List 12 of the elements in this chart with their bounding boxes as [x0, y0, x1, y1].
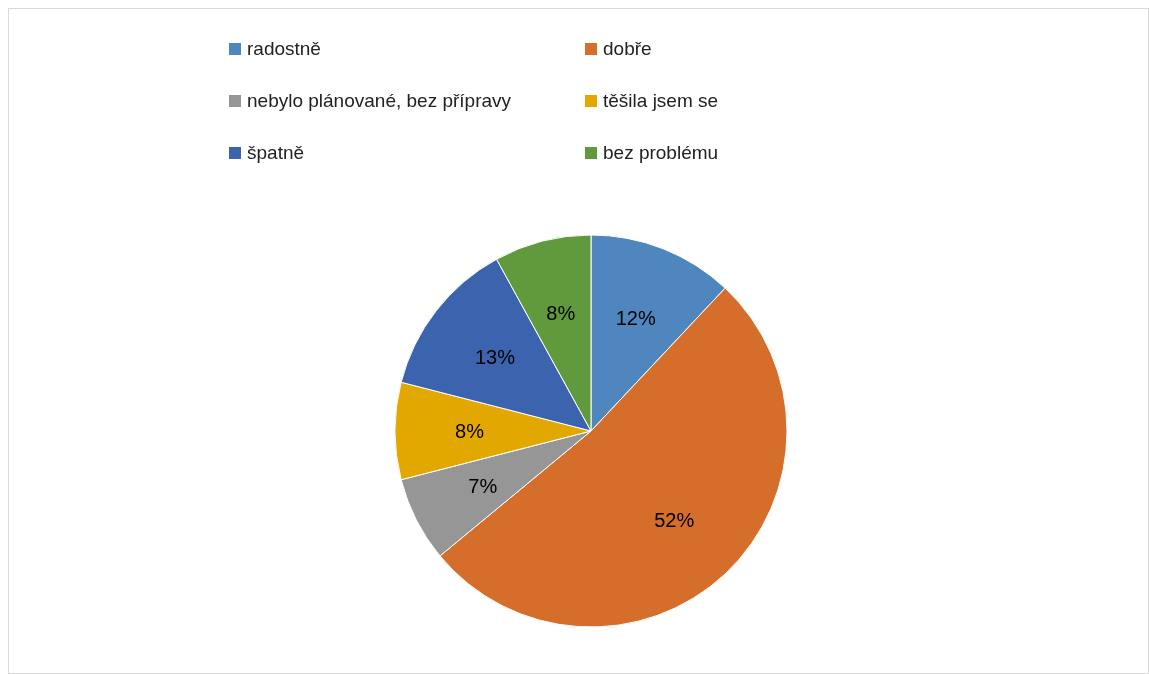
data-label: 52% [654, 508, 695, 531]
data-label: 13% [474, 345, 516, 368]
data-label: 8% [455, 420, 485, 442]
data-label: 7% [468, 475, 498, 498]
legend-label: nebylo plánované, bez přípravy [247, 90, 512, 112]
legend-label: těšila jsem se [603, 90, 719, 112]
data-label: 8% [546, 302, 576, 325]
legend-label: špatně [247, 142, 305, 164]
data-label: 12% [615, 307, 656, 330]
legend-label: dobře [603, 38, 652, 60]
legend-label: bez problému [603, 142, 719, 164]
legend-label: radostně [247, 38, 321, 60]
